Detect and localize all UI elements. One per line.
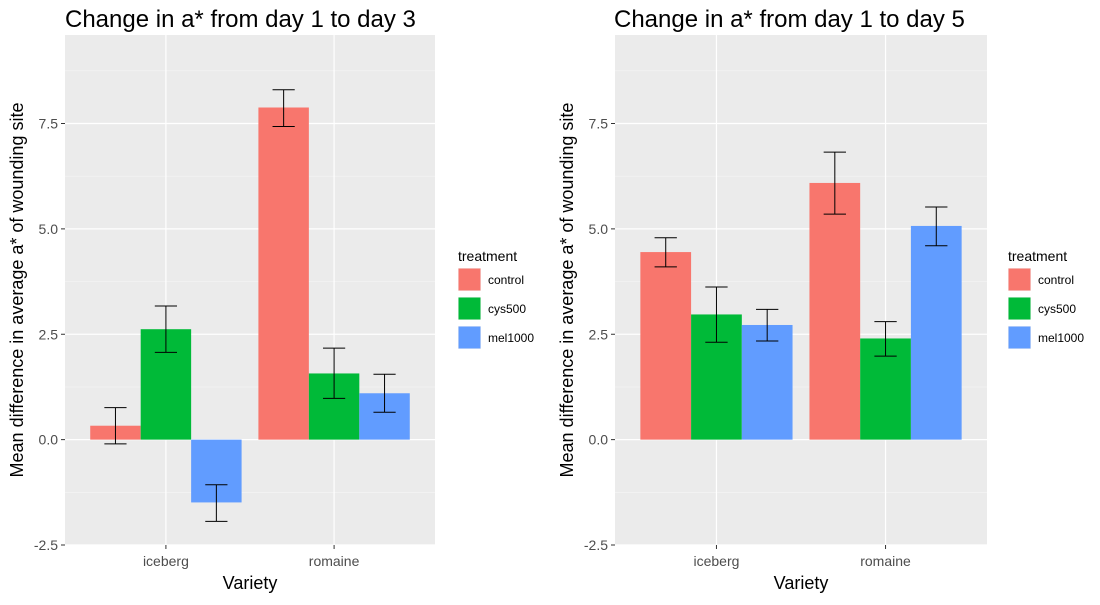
legend: treatment control cys500 mel1000 [1008,248,1084,349]
legend-swatch-cys500 [458,297,481,320]
legend: treatment control cys500 mel1000 [458,248,534,349]
bar-control-iceberg [640,252,692,440]
y-tick-label: -2.5 [34,537,58,553]
legend-swatch-cys500 [1008,297,1031,320]
bar-control-romaine [809,182,861,440]
y-tick-label: 5.0 [39,221,59,237]
legend-title: treatment [458,248,517,264]
x-tick-label: romaine [309,553,360,569]
plot-background [65,35,435,545]
legend-label-mel1000: mel1000 [488,331,534,345]
y-axis-title: Mean difference in average a* of woundin… [557,103,577,478]
y-tick-label: -2.5 [584,537,608,553]
y-tick-label: 2.5 [589,326,609,342]
legend-label-control: control [488,273,524,287]
y-tick-label: 7.5 [39,116,59,132]
legend-swatch-mel1000 [1008,326,1031,349]
chart-title: Change in a* from day 1 to day 5 [614,6,965,33]
legend-label-cys500: cys500 [488,302,526,316]
x-tick-label: iceberg [143,553,189,569]
legend-swatch-mel1000 [458,326,481,349]
y-tick-label: 5.0 [589,221,609,237]
x-axis-title: Variety [774,573,829,593]
x-axis-title: Variety [223,573,278,593]
x-tick-label: romaine [860,553,911,569]
chart-panel-1: -2.5 0.0 2.5 5.0 7.5 iceberg romaine Change in … [7,6,534,593]
legend-swatch-control [458,268,481,291]
legend-label-control: control [1038,273,1074,287]
x-tick-label: iceberg [693,553,739,569]
chart-panel-2: -2.5 0.0 2.5 5.0 7.5 iceberg romaine Change in … [557,6,1084,593]
chart-title: Change in a* from day 1 to day 3 [65,6,416,33]
y-tick-label: 7.5 [589,116,609,132]
bar-control-romaine [258,107,309,440]
y-axis-title: Mean difference in average a* of woundin… [7,103,27,478]
bar-mel1000-iceberg [741,324,793,440]
y-tick-label: 0.0 [589,432,609,448]
legend-label-cys500: cys500 [1038,302,1076,316]
bar-mel1000-romaine [910,225,962,440]
legend-label-mel1000: mel1000 [1038,331,1084,345]
legend-title: treatment [1008,248,1067,264]
y-tick-label: 2.5 [39,326,59,342]
y-tick-label: 0.0 [39,432,59,448]
legend-swatch-control [1008,268,1031,291]
